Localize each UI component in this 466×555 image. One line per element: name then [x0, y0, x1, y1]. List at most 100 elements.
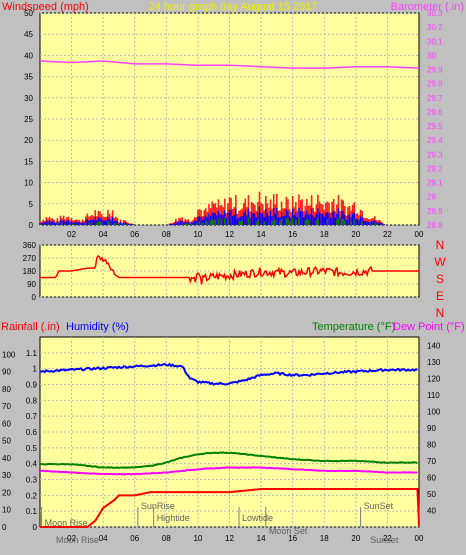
humidity-tick-label: 10	[2, 506, 11, 515]
event-label: Lowtide	[242, 513, 273, 523]
wind-direction-axis-ticks: 0 90 180 270 360	[23, 241, 37, 302]
rainfall-tick-label: 0.9	[26, 381, 38, 390]
x-tick-label: 02	[67, 534, 76, 543]
windspeed-axis-label: Windspeed (mph)	[2, 1, 89, 13]
humidity-axis-ticks: 0 10 20 30 40 50 60 70 80 90 100	[2, 350, 16, 532]
x-tick-label: 02	[67, 230, 76, 239]
x-tick-label: 22	[383, 534, 392, 543]
dew-point-series-line	[39, 466, 418, 476]
event-label: SunRise	[141, 501, 175, 511]
wind-tick-label: 0	[29, 221, 34, 230]
humidity-tick-label: 90	[2, 368, 11, 377]
x-tick-label: 14	[257, 230, 266, 239]
x-tick-label: 06	[130, 230, 139, 239]
direction-tick-label: 180	[23, 267, 37, 276]
temperature-tick-label: 40	[427, 506, 436, 515]
temperature-tick-label: 130	[427, 358, 441, 367]
x-tick-label: 10	[193, 534, 202, 543]
rainfall-tick-label: 0.7	[26, 412, 38, 421]
wind-tick-label: 25	[24, 115, 33, 124]
event-label-bottom: Sunset	[370, 535, 399, 545]
rainfall-tick-label: 1	[33, 365, 38, 374]
rainfall-tick-label: 0.6	[26, 428, 38, 437]
x-tick-label: 04	[99, 534, 108, 543]
humidity-tick-label: 50	[2, 437, 11, 446]
event-label: Moon Rise	[45, 518, 88, 528]
humidity-tick-label: 40	[2, 454, 11, 463]
temperature-tick-label: 60	[427, 473, 436, 482]
temperature-tick-label: 100	[427, 407, 441, 416]
temperature-tick-label: 140	[427, 341, 441, 350]
temperature-tick-label: 80	[427, 440, 436, 449]
direction-tick-label: 90	[27, 280, 36, 289]
barometer-tick-label: 30.1	[427, 37, 443, 46]
temperature-tick-label: 120	[427, 374, 441, 383]
compass-label: N	[436, 238, 445, 252]
wind-tick-label: 30	[24, 94, 33, 103]
x-tick-label: 16	[288, 534, 297, 543]
humidity-tick-label: 0	[2, 523, 7, 532]
humidity-series-line	[39, 362, 418, 386]
x-tick-label: 18	[320, 230, 329, 239]
event-label-bottom: Moon Rise	[56, 535, 99, 545]
rainfall-tick-label: 0.5	[26, 444, 38, 453]
barometer-tick-label: 29.2	[427, 164, 443, 173]
barometer-tick-label: 29.3	[427, 150, 443, 159]
compass-label: E	[436, 289, 444, 303]
barometer-tick-label: 29.8	[427, 80, 443, 89]
temperature-tick-label: 50	[427, 490, 436, 499]
event-label: Hightide	[157, 513, 190, 523]
rainfall-tick-label: 0.1	[26, 507, 38, 516]
temperature-axis-label: Temperature (°F)	[312, 321, 395, 333]
windspeed-axis-ticks: 0 5 10 15 20 25 30 35 40 45 50	[24, 9, 33, 230]
barometer-axis-ticks: 28.8 28.9 29 29.1 29.2 29.3 29.4 29.5 29.6 29.7 29…	[427, 9, 443, 230]
direction-tick-label: 270	[23, 254, 37, 263]
compass-label: S	[436, 272, 444, 286]
humidity-tick-label: 20	[2, 488, 11, 497]
rainfall-axis-label: Rainfall (.in)	[1, 321, 60, 333]
rainfall-axis-ticks: 0 0.1 0.2 0.3 0.4 0.5 0.6 0.7 0.8 0.9 1 1.1	[26, 349, 38, 532]
temperature-tick-label: 90	[427, 424, 436, 433]
x-tick-label: 22	[383, 230, 392, 239]
x-tick-label: 08	[162, 534, 171, 543]
event-label: SunSet	[364, 501, 394, 511]
barometer-tick-label: 28.8	[427, 221, 443, 230]
temperature-tick-label: 110	[427, 391, 440, 400]
temperature-tick-label: 70	[427, 457, 436, 466]
barometer-axis-label: Barometer (.in)	[391, 1, 464, 13]
direction-tick-label: 0	[32, 293, 37, 302]
wind-tick-label: 5	[29, 200, 34, 209]
barometer-tick-label: 30.2	[427, 23, 443, 32]
wind-baro-x-ticks: 02 04 06 08 10 12 14 16 18 20 22 00	[67, 230, 424, 239]
wind-tick-label: 10	[24, 179, 33, 188]
barometer-tick-label: 29.9	[427, 66, 443, 75]
barometer-tick-label: 29.5	[427, 122, 443, 131]
wind-tick-label: 40	[24, 51, 33, 60]
barometer-tick-label: 30.3	[427, 9, 443, 18]
humidity-tick-label: 70	[2, 402, 11, 411]
barometer-tick-label: 29.1	[427, 179, 443, 188]
rainfall-tick-label: 0.8	[26, 396, 38, 405]
compass-label: W	[434, 255, 446, 269]
wind-tick-label: 45	[24, 30, 33, 39]
x-tick-label: 00	[415, 534, 424, 543]
x-tick-label: 12	[225, 230, 234, 239]
rain-humidity-temp-x-ticks: 02 04 06 08 10 12 14 16 18 20 22 00	[67, 534, 424, 543]
wind-tick-label: 50	[24, 9, 33, 18]
rainfall-tick-label: 0.4	[26, 460, 38, 469]
wind-direction-series-line	[40, 254, 419, 285]
temperature-series-line	[39, 451, 418, 469]
astronomy-events: Moon Rise SunRise Hightide Lowtide Moon Set S…	[41, 501, 399, 545]
rainfall-tick-label: 0.3	[26, 476, 38, 485]
x-tick-label: 14	[257, 534, 266, 543]
x-tick-label: 06	[130, 534, 139, 543]
barometer-series-line	[39, 60, 420, 69]
windspeed-series	[39, 191, 386, 225]
x-tick-label: 20	[351, 230, 360, 239]
humidity-tick-label: 60	[2, 419, 11, 428]
humidity-tick-label: 80	[2, 385, 11, 394]
barometer-tick-label: 29	[427, 193, 436, 202]
barometer-tick-label: 29.6	[427, 108, 443, 117]
